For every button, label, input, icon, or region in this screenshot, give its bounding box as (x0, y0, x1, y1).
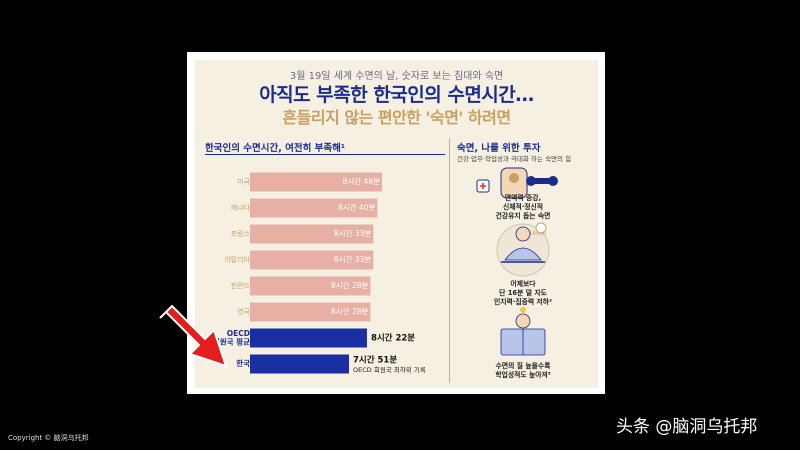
study-icon (500, 307, 546, 356)
bar-6 (250, 328, 367, 348)
cognition-text-2: 단 16분 덜 자도 (499, 289, 547, 297)
chart-annotation: OECD 회원국 최하위 기록 (353, 365, 426, 374)
right-section-title: 숙면, 나를 위한 투자 (457, 143, 541, 154)
study-text-2: 학업성적도 높아져³ (495, 371, 551, 379)
category-label-5: 영국 (237, 307, 250, 316)
poster-title: 아직도 부족한 한국인의 수면시간… (259, 84, 534, 106)
bar-2 (250, 224, 374, 244)
value-label-4: 8시간 28분 (331, 280, 368, 290)
left-section-title: 한국인의 수면시간, 여전히 부족해¹ (205, 143, 346, 154)
bar-5 (250, 302, 371, 322)
value-label-5: 8시간 28분 (331, 306, 368, 316)
right-section-subtitle: 건강·업무·학업성과 극대화 하는 숙면의 힘 (457, 155, 572, 163)
poster-subtitle: 3월 19일 세계 수면의 날, 숫자로 보는 침대와 숙면 (289, 71, 504, 82)
bar-3 (250, 250, 374, 270)
category-label-4: 핀란드 (231, 281, 251, 290)
category-label-0: 미국 (237, 177, 250, 186)
copyright-text: Copyright © 脑洞乌托邦 (8, 434, 89, 442)
health-text-1: 면역력 증강, (504, 194, 542, 202)
clock-label: 16min (529, 231, 547, 237)
column-divider (449, 138, 450, 383)
value-label-1: 8시간 40분 (338, 202, 375, 212)
left-section-divider (205, 154, 445, 155)
value-label-2: 8시간 33분 (334, 228, 371, 238)
category-label-6: OECD 회원국 평균 (213, 329, 250, 347)
category-label-3: 이탈리아 (224, 255, 250, 264)
cognition-text-1: 어제보다 (510, 280, 536, 288)
right-illustrations (476, 167, 558, 356)
study-text-1: 수면의 질 높을수록 (495, 362, 551, 370)
value-label-3: 8시간 33분 (334, 254, 371, 264)
category-label-1: 캐나다 (231, 203, 251, 212)
category-label-7: 한국 (236, 358, 250, 368)
meditation-icon (496, 222, 550, 277)
value-label-6: 8시간 22분 (371, 333, 415, 344)
bar-7 (250, 354, 349, 374)
category-label-2: 프랑스 (231, 230, 251, 238)
health-icon (476, 167, 558, 199)
watermark-text: 头条 @脑洞乌托邦 (616, 417, 758, 437)
bar-4 (250, 276, 371, 296)
cognition-text-3: 인지력·집중력 저하² (494, 298, 552, 306)
value-label-0: 8시간 48분 (343, 176, 380, 186)
bar-1 (250, 198, 378, 218)
health-text-3: 건강유지 돕는 숙면 (495, 212, 551, 220)
value-label-7: 7시간 51분 (353, 355, 397, 366)
health-text-2: 신체적·정신적 (502, 203, 544, 211)
bar-0 (250, 172, 382, 192)
poster-title-2: 흔들리지 않는 편안한 '숙면' 하려면 (282, 108, 511, 127)
